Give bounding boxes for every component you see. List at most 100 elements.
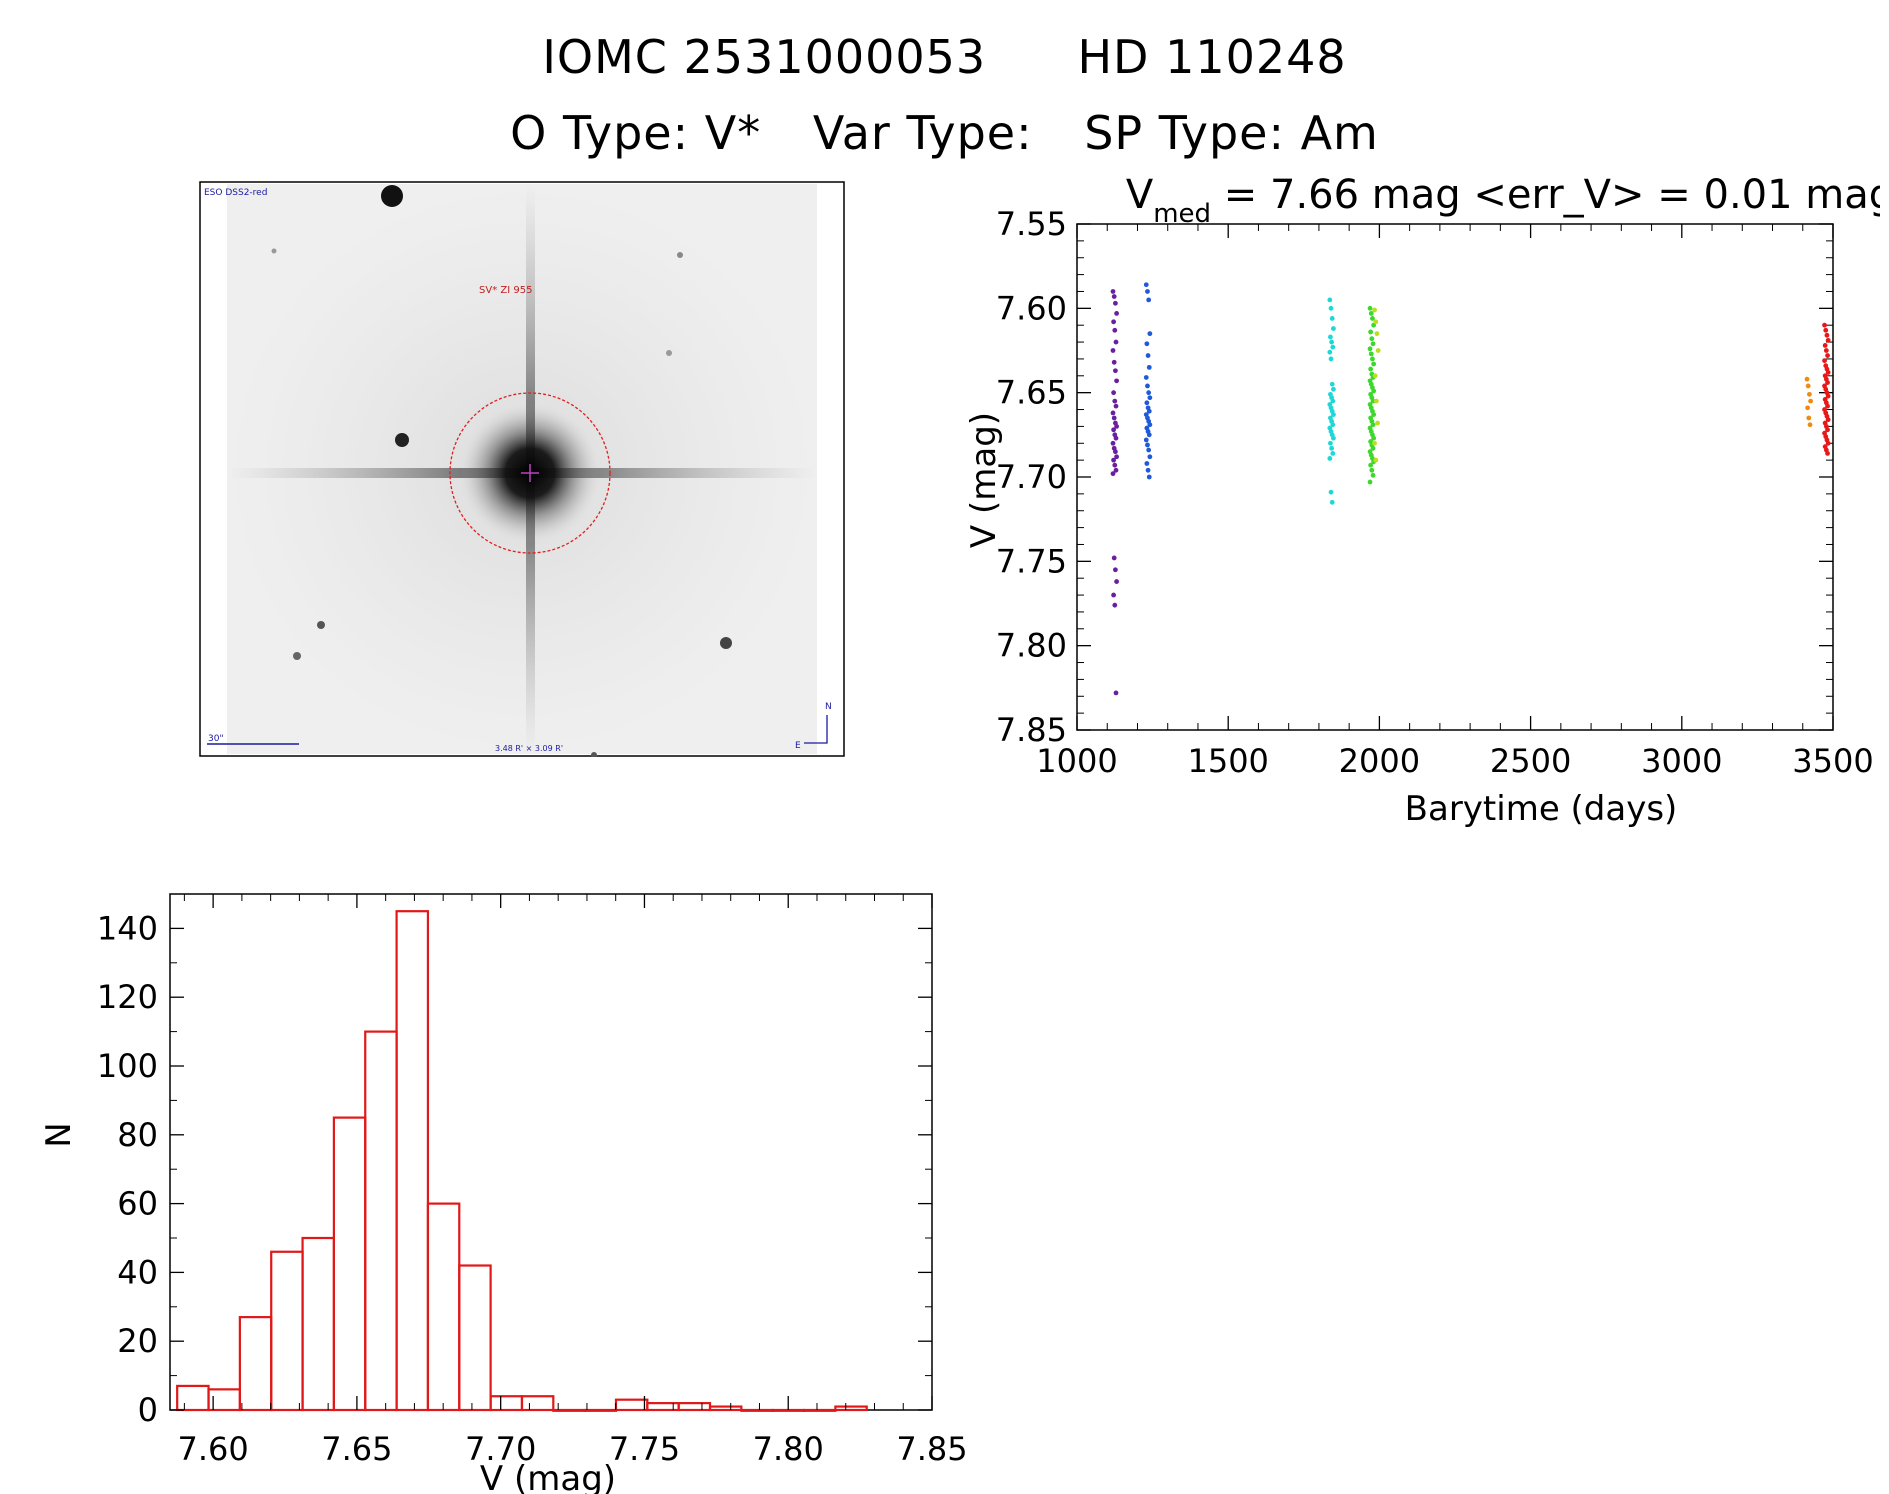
lc-data-point <box>1367 305 1373 311</box>
background-star <box>720 637 732 649</box>
lc-data-point <box>1375 420 1380 426</box>
hist-x-tick-label: 7.80 <box>753 1430 824 1468</box>
lc-data-point <box>1143 437 1149 443</box>
lc-data-point <box>1825 417 1831 423</box>
lc-data-point <box>1373 398 1379 404</box>
hist-bar <box>646 1402 680 1412</box>
lc-title-rest: = 7.66 mag <err_V> = 0.01 mag <box>1211 172 1880 218</box>
lc-data-point <box>1146 297 1152 303</box>
lc-data-point <box>1327 456 1333 461</box>
lc-y-tick-label: 7.85 <box>996 711 1067 749</box>
background-star <box>666 350 672 356</box>
lc-data-point <box>1146 408 1152 414</box>
variability-type: Var Type: <box>812 106 1033 160</box>
lc-data-point <box>1147 331 1153 337</box>
lc-data-point <box>1113 435 1119 441</box>
hist-x-tick-label: 7.60 <box>178 1430 249 1468</box>
lc-data-point <box>1328 356 1334 362</box>
lc-data-point <box>1368 310 1374 316</box>
lc-data-point <box>1825 370 1831 375</box>
hist-y-tick-label: 40 <box>117 1253 158 1291</box>
survey-label: ESO DSS2-red <box>204 188 267 198</box>
sky-image-panel: ESO DSS2-red SV* ZI 955 30" 3.48 R' × 3.… <box>199 181 845 757</box>
lc-data-point <box>1110 471 1116 477</box>
lc-data-point <box>1114 579 1119 584</box>
lc-y-tick-label: 7.80 <box>996 627 1067 665</box>
lc-plot-area: 1000 1500 2000 2500 3000 3500 7.55 7.60 7.65 7.70… <box>996 205 1874 780</box>
lc-x-tick-label: 1000 <box>1036 742 1117 780</box>
lc-data-point <box>1374 331 1380 337</box>
lc-data-point <box>1805 383 1811 389</box>
lc-data-point <box>1371 412 1377 417</box>
lc-data-point <box>1368 351 1374 357</box>
hist-y-tick-label: 120 <box>97 978 158 1016</box>
hist-y-tick-label: 0 <box>138 1391 158 1429</box>
lc-data-point <box>1328 440 1333 446</box>
hist-bar <box>301 1236 336 1412</box>
lc-data-point <box>1372 307 1377 313</box>
hist-xlabel: V (mag) <box>480 1459 616 1494</box>
lc-data-point <box>1328 334 1333 340</box>
light-curve-chart: Vmed = 7.66 mag <err_V> = 0.01 mag 1000 1… <box>964 172 1880 829</box>
scale-label: 30" <box>208 734 224 744</box>
lc-data-point <box>1110 348 1116 353</box>
lc-data-point <box>1114 424 1119 429</box>
hist-x-tick-label: 7.85 <box>896 1430 967 1468</box>
lc-data-point <box>1824 332 1830 338</box>
lc-data-point <box>1823 348 1829 353</box>
lc-data-point <box>1329 339 1335 345</box>
hist-y-tick-label: 100 <box>97 1047 158 1085</box>
lc-data-point <box>1146 364 1152 370</box>
hist-bar <box>332 1116 367 1412</box>
lc-data-point <box>1372 440 1377 446</box>
hist-x-tick-label: 7.65 <box>321 1430 392 1468</box>
lc-data-point <box>1113 690 1119 696</box>
lc-data-point <box>1331 435 1336 441</box>
hist-bar <box>270 1250 304 1412</box>
lc-data-point <box>1112 602 1118 608</box>
lc-data-point <box>1370 356 1375 362</box>
hist-bar <box>583 1408 618 1412</box>
lc-data-point <box>1144 461 1150 466</box>
hist-bar <box>708 1405 743 1412</box>
lc-data-point <box>1113 403 1119 409</box>
lc-data-point <box>1807 422 1813 428</box>
lc-data-point <box>1327 349 1333 355</box>
lc-data-point <box>1806 415 1812 421</box>
lc-y-tick-label: 7.60 <box>996 289 1067 327</box>
lc-data-point <box>1370 398 1376 404</box>
lc-data-point <box>1111 427 1116 433</box>
lc-data-point <box>1369 336 1375 342</box>
lc-data-point <box>1147 395 1153 401</box>
hist-bar <box>520 1395 555 1412</box>
lc-data-point <box>1327 297 1333 303</box>
lc-data-point <box>1331 326 1336 331</box>
lc-data-point <box>1331 386 1336 392</box>
lc-data-point <box>1112 327 1118 333</box>
lc-data-point <box>1370 445 1376 451</box>
lc-xlabel: Barytime (days) <box>1405 789 1678 829</box>
lc-data-point <box>1367 346 1373 352</box>
lc-data-point <box>1144 400 1150 406</box>
lc-data-point <box>1825 440 1831 446</box>
lc-data-point <box>1113 567 1118 573</box>
lc-data-point <box>1145 442 1150 448</box>
lc-data-point <box>1330 422 1336 428</box>
background-star <box>677 252 683 258</box>
hist-y-tick-label: 80 <box>117 1116 158 1154</box>
lc-title: Vmed = 7.66 mag <err_V> = 0.01 mag <box>1126 172 1880 229</box>
aperture-circle <box>449 392 611 554</box>
hist-x-tick-label: 7.70 <box>465 1430 536 1468</box>
lc-data-point <box>1147 422 1153 428</box>
lc-data-point <box>1113 368 1118 374</box>
lc-data-point <box>1825 403 1830 409</box>
lc-data-point <box>1111 319 1116 325</box>
lc-data-point <box>1805 405 1811 411</box>
lc-y-tick-label: 7.75 <box>996 542 1067 580</box>
hist-bar <box>458 1264 492 1412</box>
lc-data-point <box>1111 359 1117 365</box>
lc-data-point <box>1146 390 1152 396</box>
hist-bar <box>489 1395 524 1412</box>
background-star <box>317 621 325 629</box>
lc-data-point <box>1145 353 1151 358</box>
